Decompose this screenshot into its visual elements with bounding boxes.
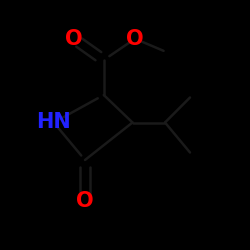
- Text: O: O: [76, 191, 94, 211]
- Text: O: O: [126, 29, 144, 49]
- Text: O: O: [65, 29, 82, 49]
- Text: HN: HN: [36, 112, 71, 132]
